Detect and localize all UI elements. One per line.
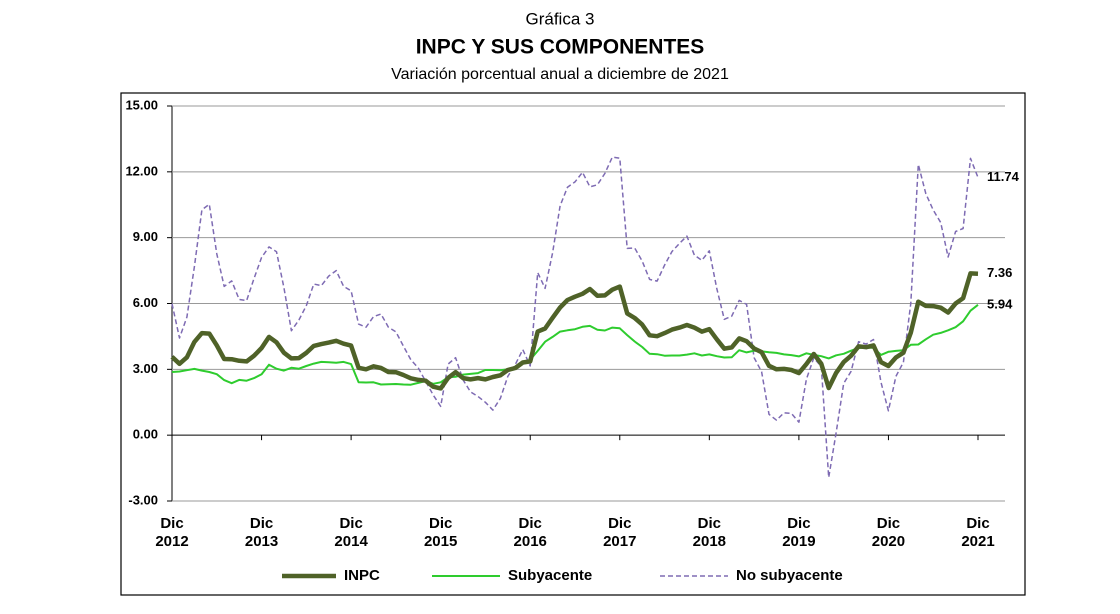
chart-subtitle: Variación porcentual anual a diciembre d… [391,66,729,83]
x-tick-label: Dic 2018 [692,515,727,550]
y-tick-label: 3.00 [133,361,158,376]
legend-label: Subyacente [508,567,592,584]
x-tick-label: Dic 2012 [155,515,189,550]
y-tick-label: 15.00 [125,97,158,112]
series-line [171,156,979,479]
legend-label: No subyacente [736,567,843,584]
y-tick-label: -3.00 [128,492,158,507]
series-line [170,271,979,391]
end-value-label: 11.74 [987,169,1020,184]
end-value-label: 5.94 [987,296,1013,311]
x-tick-label: Dic 2020 [871,515,906,550]
legend-label: INPC [344,567,380,584]
y-tick-label: 6.00 [133,295,158,310]
chart-label: Gráfica 3 [526,9,595,28]
series-line [171,304,979,386]
chart-title: INPC Y SUS COMPONENTES [416,36,705,59]
x-tick-label: Dic 2014 [334,515,368,550]
x-tick-label: Dic 2016 [513,515,547,550]
chart-frame [120,92,1026,596]
y-tick-label: 0.00 [133,427,158,442]
x-tick-label: Dic 2021 [961,515,995,550]
x-tick-label: Dic 2017 [603,515,637,550]
y-tick-label: 9.00 [133,229,158,244]
x-tick-label: Dic 2019 [782,515,816,550]
end-value-label: 7.36 [987,265,1012,280]
x-tick-label: Dic 2015 [423,515,458,550]
x-tick-label: Dic 2013 [244,515,279,550]
y-tick-label: 12.00 [125,163,158,178]
